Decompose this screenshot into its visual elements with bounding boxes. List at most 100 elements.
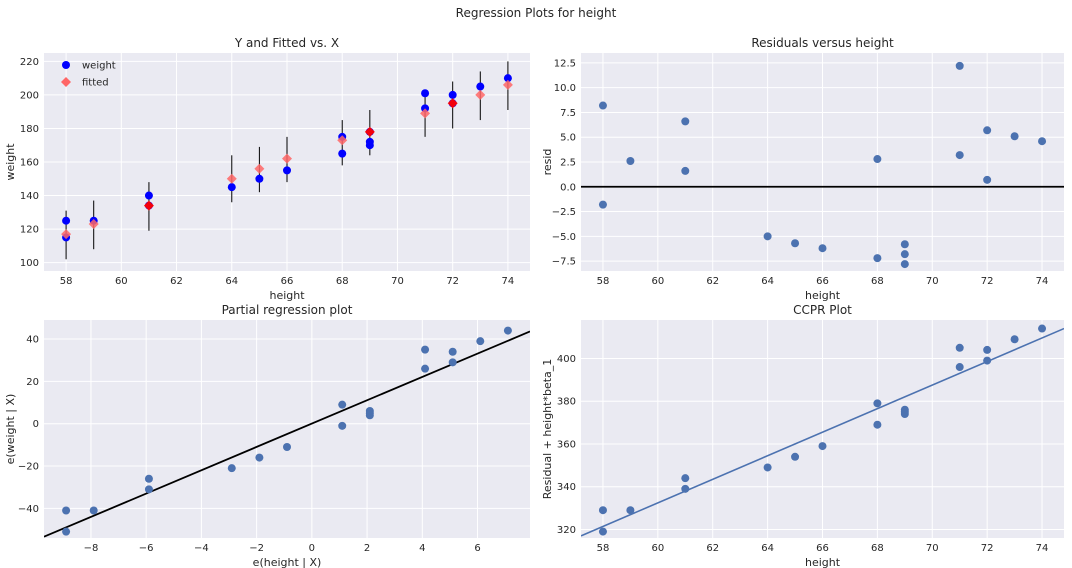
weight-point [365,137,374,146]
data-point [955,151,964,160]
x-tick-label: 68 [871,543,884,554]
x-tick-label: −2 [249,543,264,554]
x-tick-label: 6 [474,543,480,554]
y-tick-label: −40 [18,504,39,515]
y-tick-label: 0.0 [560,182,576,193]
data-point [448,347,457,356]
fitted-point [282,153,292,164]
weight-point [476,82,485,91]
data-point [763,463,772,472]
x-tick-label: 74 [502,276,515,287]
y-tick-label: 10.0 [554,83,576,94]
x-tick-label: 66 [816,543,829,554]
data-point [144,474,153,483]
fitted-point [226,173,237,184]
x-tick-label: 58 [597,276,610,287]
weight-point [255,174,264,183]
x-tick-label: 62 [170,276,183,287]
data-point [681,474,690,483]
data-point [873,254,882,263]
data-point [900,405,909,414]
y-tick-label: 160 [20,158,39,169]
data-point [873,155,882,164]
y-tick-label: 0 [33,419,39,430]
y-tick-label: 100 [20,258,39,269]
data-point [626,506,635,515]
x-tick-label: 64 [761,543,774,554]
weight-point [338,149,347,158]
legend-weight-label: weight [82,61,116,72]
data-point [900,250,909,259]
fit-line [581,327,1064,537]
fitted-point [143,200,154,211]
data-point [89,506,98,515]
x-tick-label: 60 [651,276,664,287]
fitted-point [337,135,348,146]
x-tick-label: 74 [1036,543,1049,554]
data-point [873,420,882,429]
y-tick-label: −7.5 [552,257,576,268]
legend-fitted-label: fitted [82,78,109,89]
data-point [62,506,71,515]
data-point [791,239,800,248]
data-point [681,166,690,175]
x-tick-label: 72 [446,276,459,287]
y-tick-label: 2.5 [560,158,576,169]
x-tick-label: 66 [281,276,294,287]
data-point [1010,132,1019,141]
y-tick-label: 200 [20,90,39,101]
y-tick-label: 40 [26,335,39,346]
x-tick-label: 66 [816,276,829,287]
subplot-y-and-fitted: 58 60 62 64 66 68 70 72 74 100 120 140 160 180 200 220 Y… [4,36,530,302]
y-tick-label: 140 [20,191,39,202]
data-point [1038,137,1047,146]
subplot-title: CCPR Plot [793,303,852,317]
y-tick-label: 180 [20,124,39,135]
data-point [144,485,153,494]
data-point [681,117,690,126]
data-point [227,464,236,473]
x-tick-label: 4 [419,543,425,554]
data-point [681,484,690,493]
x-tick-label: 58 [597,543,610,554]
y-tick-label: 220 [20,57,39,68]
x-tick-label: 68 [336,276,349,287]
y-tick-label: 12.5 [554,58,576,69]
x-tick-label: 70 [391,276,404,287]
x-axis-label: height [805,556,841,568]
y-axis-label: resid [541,149,554,176]
weight-point [62,216,71,225]
data-point [365,409,374,418]
data-point [62,527,71,536]
weight-point [448,90,457,99]
data-point [900,240,909,249]
y-tick-label: −5.0 [552,232,576,243]
data-point [283,442,291,451]
data-point [818,442,827,451]
data-point [983,126,992,135]
y-tick-label: 400 [557,354,576,365]
fitted-point [254,163,265,174]
x-tick-label: 60 [115,276,128,287]
data-point [873,399,882,408]
y-tick-label: 320 [557,525,576,536]
y-tick-label: 20 [26,377,39,388]
subplot-title: Partial regression plot [222,303,353,317]
data-point [983,175,992,184]
x-axis-label: e(height | X) [253,556,322,568]
data-point [598,527,607,536]
fitted-point [364,126,375,137]
x-tick-label: 2 [364,543,370,554]
weight-point [421,104,430,113]
y-tick-label: 360 [557,439,576,450]
subplot-title: Residuals versus height [751,36,894,50]
fitted-point [88,219,99,230]
data-point [900,260,909,269]
data-point [763,232,772,241]
data-point [338,400,347,409]
plot-marks [581,324,1064,537]
data-point [598,101,607,110]
data-point [818,244,827,253]
fitted-point [61,229,72,240]
